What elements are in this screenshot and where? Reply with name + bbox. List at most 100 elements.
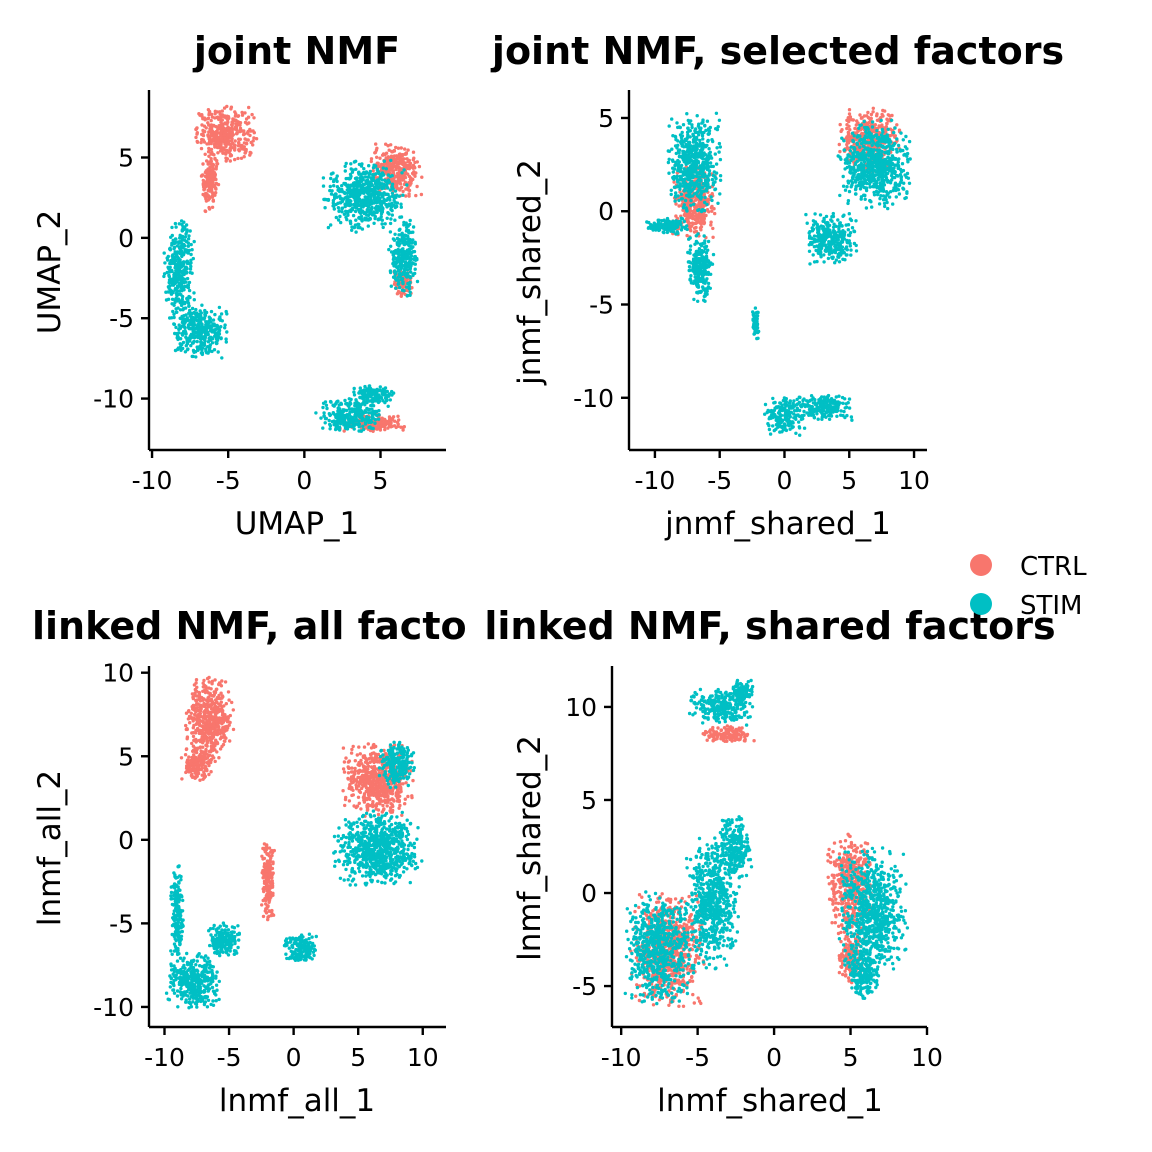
point-ctrl [201, 183, 205, 187]
point-stim [701, 285, 705, 289]
point-ctrl [215, 129, 219, 133]
point-ctrl [212, 134, 216, 138]
point-stim [357, 203, 361, 208]
point-ctrl [218, 149, 223, 153]
point-ctrl [859, 116, 864, 120]
point-stim [328, 399, 333, 404]
point-ctrl [379, 421, 383, 425]
point-stim [167, 286, 171, 290]
point-stim [195, 339, 199, 344]
point-stim [352, 393, 357, 397]
point-stim [407, 247, 411, 252]
point-stim [210, 324, 214, 329]
point-ctrl [231, 133, 235, 137]
point-stim [199, 314, 203, 318]
point-stim [685, 149, 690, 153]
point-stim [349, 183, 354, 187]
point-stim [408, 238, 412, 243]
point-stim [332, 412, 336, 416]
point-stim [164, 298, 169, 302]
point-stim [204, 328, 208, 332]
point-stim [331, 204, 335, 208]
point-stim [708, 125, 712, 130]
point-ctrl [885, 117, 889, 121]
point-ctrl [396, 414, 400, 418]
point-ctrl [210, 195, 215, 199]
point-ctrl [693, 214, 698, 218]
point-stim [176, 292, 180, 297]
point-stim [173, 278, 177, 283]
point-stim [388, 270, 393, 275]
point-ctrl [399, 146, 403, 150]
point-stim [186, 244, 190, 248]
point-stim [900, 162, 905, 166]
point-stim [415, 257, 419, 262]
point-stim [698, 252, 702, 256]
point-stim [679, 228, 684, 232]
point-stim [182, 262, 186, 266]
point-stim [339, 401, 343, 405]
point-stim [169, 235, 173, 239]
point-ctrl [406, 160, 410, 164]
point-stim [179, 316, 183, 321]
point-stim [704, 251, 709, 255]
point-ctrl [243, 120, 248, 125]
point-stim [199, 351, 204, 355]
point-stim [343, 398, 347, 403]
point-stim [661, 230, 665, 234]
point-stim [383, 400, 387, 405]
point-stim [351, 213, 356, 218]
point-stim [397, 233, 401, 237]
point-stim [694, 253, 699, 257]
point-ctrl [252, 131, 256, 135]
point-stim [695, 271, 699, 276]
point-stim [171, 256, 175, 261]
point-stim [707, 153, 711, 158]
point-stim [688, 277, 692, 281]
point-ctrl [711, 235, 715, 239]
point-stim [396, 275, 401, 279]
point-ctrl [383, 153, 387, 157]
point-stim [696, 275, 701, 279]
point-stim [352, 427, 356, 431]
point-stim [173, 348, 178, 353]
point-ctrl [213, 112, 217, 116]
point-ctrl [399, 294, 403, 298]
point-stim [184, 319, 188, 323]
point-ctrl [225, 126, 230, 130]
point-stim [178, 308, 183, 312]
point-ctrl [214, 181, 219, 186]
point-ctrl [241, 147, 245, 151]
point-ctrl [886, 113, 890, 117]
point-stim [671, 230, 676, 234]
point-stim [210, 330, 214, 334]
point-ctrl [209, 157, 213, 161]
point-stim [688, 268, 692, 272]
point-stim [181, 228, 185, 233]
point-stim [189, 258, 193, 262]
point-stim [326, 225, 331, 230]
point-stim [671, 170, 675, 174]
point-stim [699, 169, 703, 173]
point-stim [364, 410, 368, 414]
point-stim [388, 198, 392, 202]
point-stim [862, 119, 866, 124]
point-ctrl [244, 147, 248, 152]
point-stim [188, 262, 192, 266]
point-stim [189, 343, 193, 348]
point-stim [381, 166, 385, 170]
point-stim [669, 188, 673, 192]
point-stim [357, 170, 361, 174]
point-stim [389, 158, 393, 163]
point-stim [706, 259, 710, 263]
point-ctrl [694, 225, 698, 230]
point-stim [323, 206, 327, 210]
point-stim [204, 347, 208, 351]
point-stim [401, 247, 405, 251]
point-ctrl [215, 161, 219, 166]
point-stim [336, 188, 340, 192]
point-ctrl [243, 111, 247, 115]
point-ctrl [214, 191, 218, 195]
point-stim [199, 321, 203, 325]
point-ctrl [231, 121, 235, 126]
